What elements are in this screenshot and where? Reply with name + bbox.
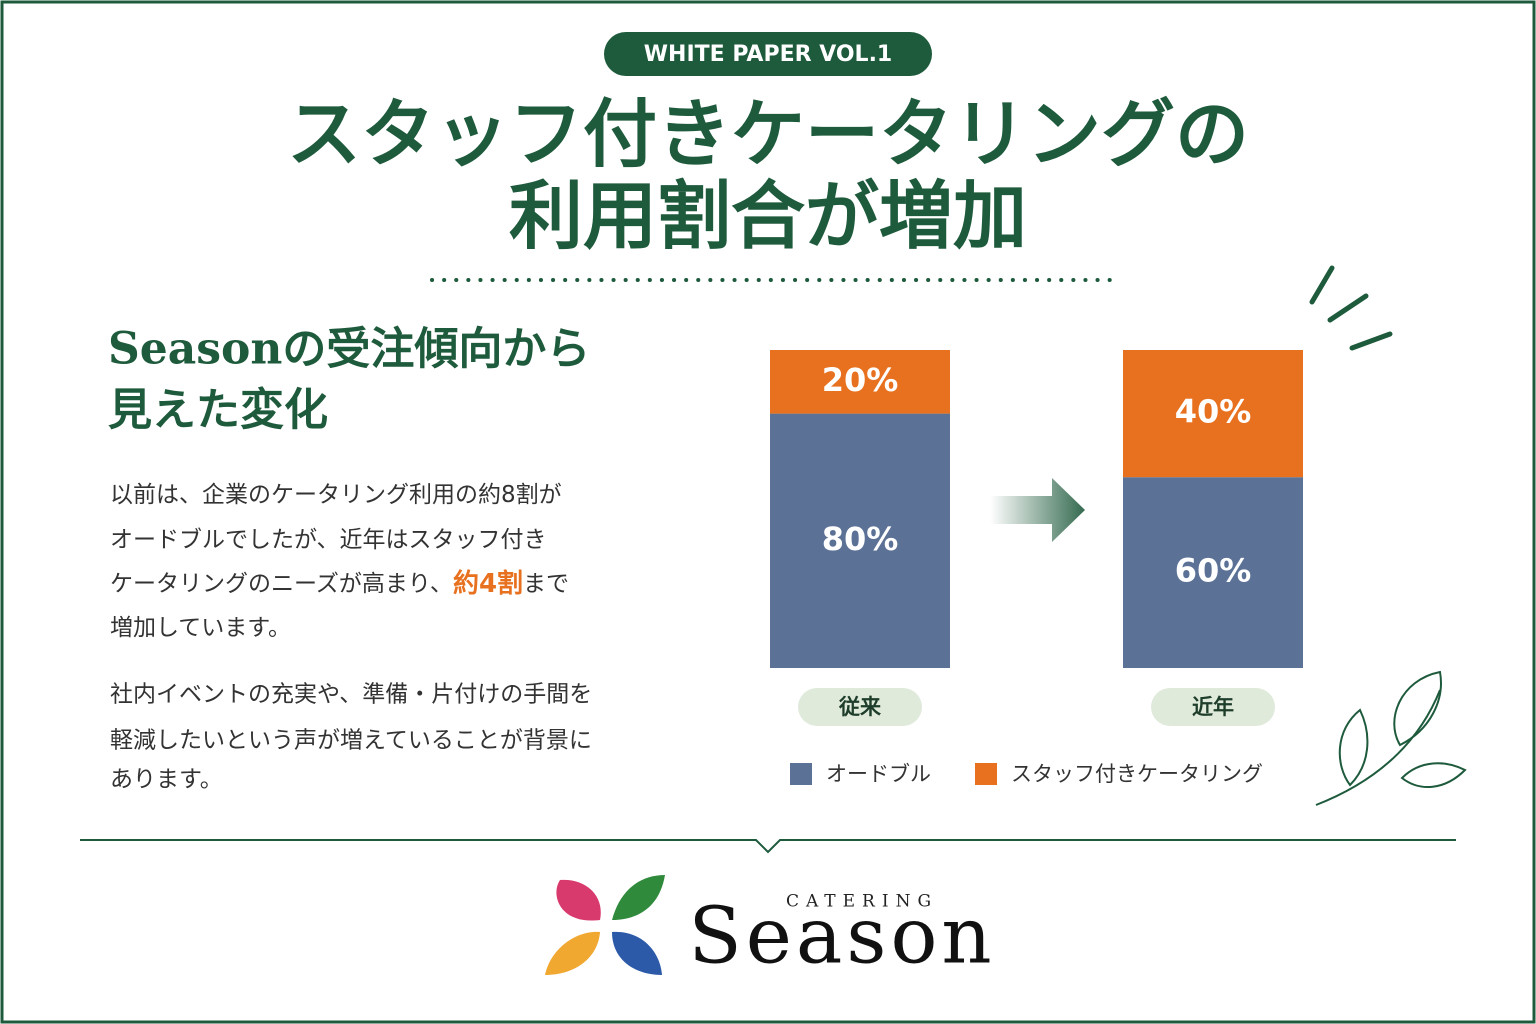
category-pill (798, 688, 922, 726)
legend-label: オードブル (826, 762, 931, 786)
paragraphs: 以前は、企業のケータリング利用の約8割がオードブルでしたが、近年はスタッフ付きケ… (110, 482, 592, 793)
footer-line (80, 839, 1456, 854)
paragraph-line: 軽減したいという声が増えていることが背景に (110, 728, 592, 754)
heading: Seasonの受注傾向から (108, 324, 590, 375)
paragraph-line: あります。 (110, 767, 223, 793)
highlight: 約4割 (453, 568, 523, 599)
bar-segment (1123, 350, 1303, 478)
legend-swatch (975, 763, 997, 785)
paragraph-line: オードブルでしたが、近年はスタッフ付き (110, 527, 547, 553)
badge-bg (604, 32, 932, 76)
category-label: 近年 (1192, 695, 1234, 719)
paragraph-line: 社内イベントの充実や、準備・片付けの手間を (110, 682, 592, 708)
bar-segment (770, 350, 950, 414)
leaf-illustration (1315, 670, 1467, 806)
legend-swatch (790, 763, 812, 785)
category-label: 従来 (838, 695, 882, 719)
text-span: 増加しています。 (110, 615, 291, 641)
value-label: 80% (822, 520, 899, 558)
value-label: 60% (1175, 552, 1252, 590)
category-pill (1151, 688, 1275, 726)
arrow (990, 478, 1085, 542)
value-label: 20% (822, 361, 899, 399)
paragraph-line: 増加しています。 (110, 615, 291, 641)
text-span: まで (523, 571, 569, 597)
paragraph-line: 以前は、企業のケータリング利用の約8割が (110, 482, 562, 508)
heading: 見えた変化 (108, 385, 328, 436)
title: スタッフ付きケータリングの (287, 92, 1249, 178)
text-span: ケータリングのニーズが高まり、 (110, 571, 453, 597)
value-label: 40% (1175, 393, 1252, 431)
paragraph-line: ケータリングのニーズが高まり、約4割まで (110, 568, 569, 599)
bar-segment (770, 413, 950, 668)
logo-mark (545, 875, 665, 975)
legend-label: スタッフ付きケータリング (1011, 762, 1263, 786)
bar-segment (1123, 477, 1303, 668)
logo-sub: CATERING (786, 892, 938, 912)
title: 利用割合が増加 (509, 174, 1027, 260)
text-span: オードブルでしたが、近年はスタッフ付き (110, 527, 547, 553)
accent-lines (1309, 265, 1393, 351)
badge: WHITE PAPER VOL.1 (644, 42, 892, 67)
text-span: 以前は、企業のケータリング利用の約8割が (110, 482, 562, 508)
logo-name: Season (688, 892, 995, 982)
